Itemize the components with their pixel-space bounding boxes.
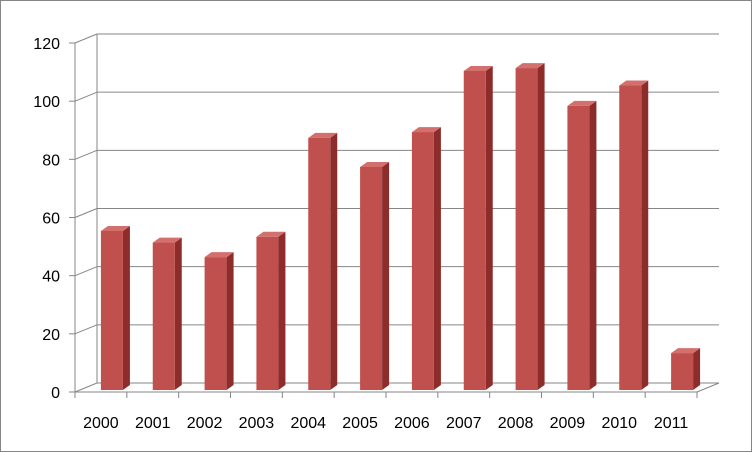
bar-top: [152, 237, 182, 243]
x-tick-label: 2001: [135, 415, 171, 432]
bar-side: [382, 161, 390, 390]
bar-group: [619, 80, 649, 391]
bar: [567, 105, 590, 391]
floor-edge: [696, 382, 720, 393]
x-tick-label: 2005: [342, 415, 378, 432]
gridline-side: [74, 382, 98, 393]
bar-group: [360, 161, 390, 390]
bar-side: [641, 80, 649, 391]
y-tick-label: 60: [42, 211, 60, 228]
bar-top: [619, 80, 649, 86]
bar: [463, 70, 486, 390]
bar-side: [693, 348, 701, 390]
bar: [204, 257, 227, 390]
bar-group: [204, 252, 234, 390]
bar-top: [567, 100, 597, 106]
bar: [515, 68, 538, 390]
gridline-side: [74, 324, 98, 335]
bar-top: [671, 348, 701, 354]
x-tick-label: 2011: [654, 415, 689, 432]
bar-side: [278, 231, 286, 390]
bar-top: [100, 225, 130, 231]
y-tick-label: 20: [42, 327, 60, 344]
y-tick-label: 120: [33, 36, 60, 53]
bar-top: [360, 161, 390, 167]
x-tick-label: 2006: [394, 415, 430, 432]
bar-group: [308, 132, 338, 390]
bar-top: [204, 252, 234, 258]
bar: [411, 132, 434, 391]
y-tick-label: 80: [42, 152, 60, 169]
gridline-side: [74, 91, 98, 102]
bar-group: [411, 127, 441, 391]
x-axis-labels: 2000 2001 2002 2003 2004 2005 2006 2007 2008 2009…: [83, 415, 688, 432]
x-tick-label: 2010: [601, 415, 637, 432]
bar: [308, 137, 331, 390]
bar-side: [330, 132, 338, 390]
bar: [256, 236, 279, 390]
x-tick-label: 2007: [446, 415, 482, 432]
bar: [671, 353, 694, 390]
gridline-side: [74, 33, 98, 44]
x-tick-label: 2003: [239, 415, 275, 432]
bar-group: [515, 63, 545, 390]
bar-group: [100, 225, 130, 390]
x-tick-label: 2008: [498, 415, 534, 432]
bar-group: [567, 100, 597, 391]
bar: [152, 242, 175, 390]
bar-side: [589, 100, 597, 391]
x-tick-label: 2000: [83, 415, 119, 432]
bar-side: [433, 127, 441, 391]
bar-side: [122, 225, 130, 390]
axes: [69, 34, 720, 398]
gridline-side: [74, 149, 98, 160]
bar: [100, 230, 123, 390]
gridline-side: [74, 266, 98, 277]
bar-top: [308, 132, 338, 138]
bar-top: [411, 127, 441, 133]
bar-group: [152, 237, 182, 390]
x-tick-label: 2009: [550, 415, 586, 432]
y-tick-label: 40: [42, 269, 60, 286]
bar-side: [537, 63, 545, 390]
gridlines: [74, 33, 719, 393]
bars: [100, 63, 701, 391]
bar-top: [463, 65, 493, 71]
gridline-side: [74, 208, 98, 218]
bar-group: [671, 348, 701, 390]
bar: [360, 166, 383, 390]
bar-side: [485, 65, 493, 390]
bar-side: [226, 252, 234, 390]
bar: [619, 85, 642, 391]
bar-top: [515, 63, 545, 69]
x-tick-label: 2002: [187, 415, 223, 432]
y-tick-label: 0: [51, 385, 60, 402]
y-tick-label: 100: [33, 94, 60, 111]
bar-group: [256, 231, 286, 390]
bar-top: [256, 231, 286, 237]
y-axis-labels: 0 20 40 60 80 100 120: [33, 36, 60, 402]
x-tick-label: 2004: [290, 415, 326, 432]
bar-group: [463, 65, 493, 390]
bar-side: [174, 237, 182, 390]
